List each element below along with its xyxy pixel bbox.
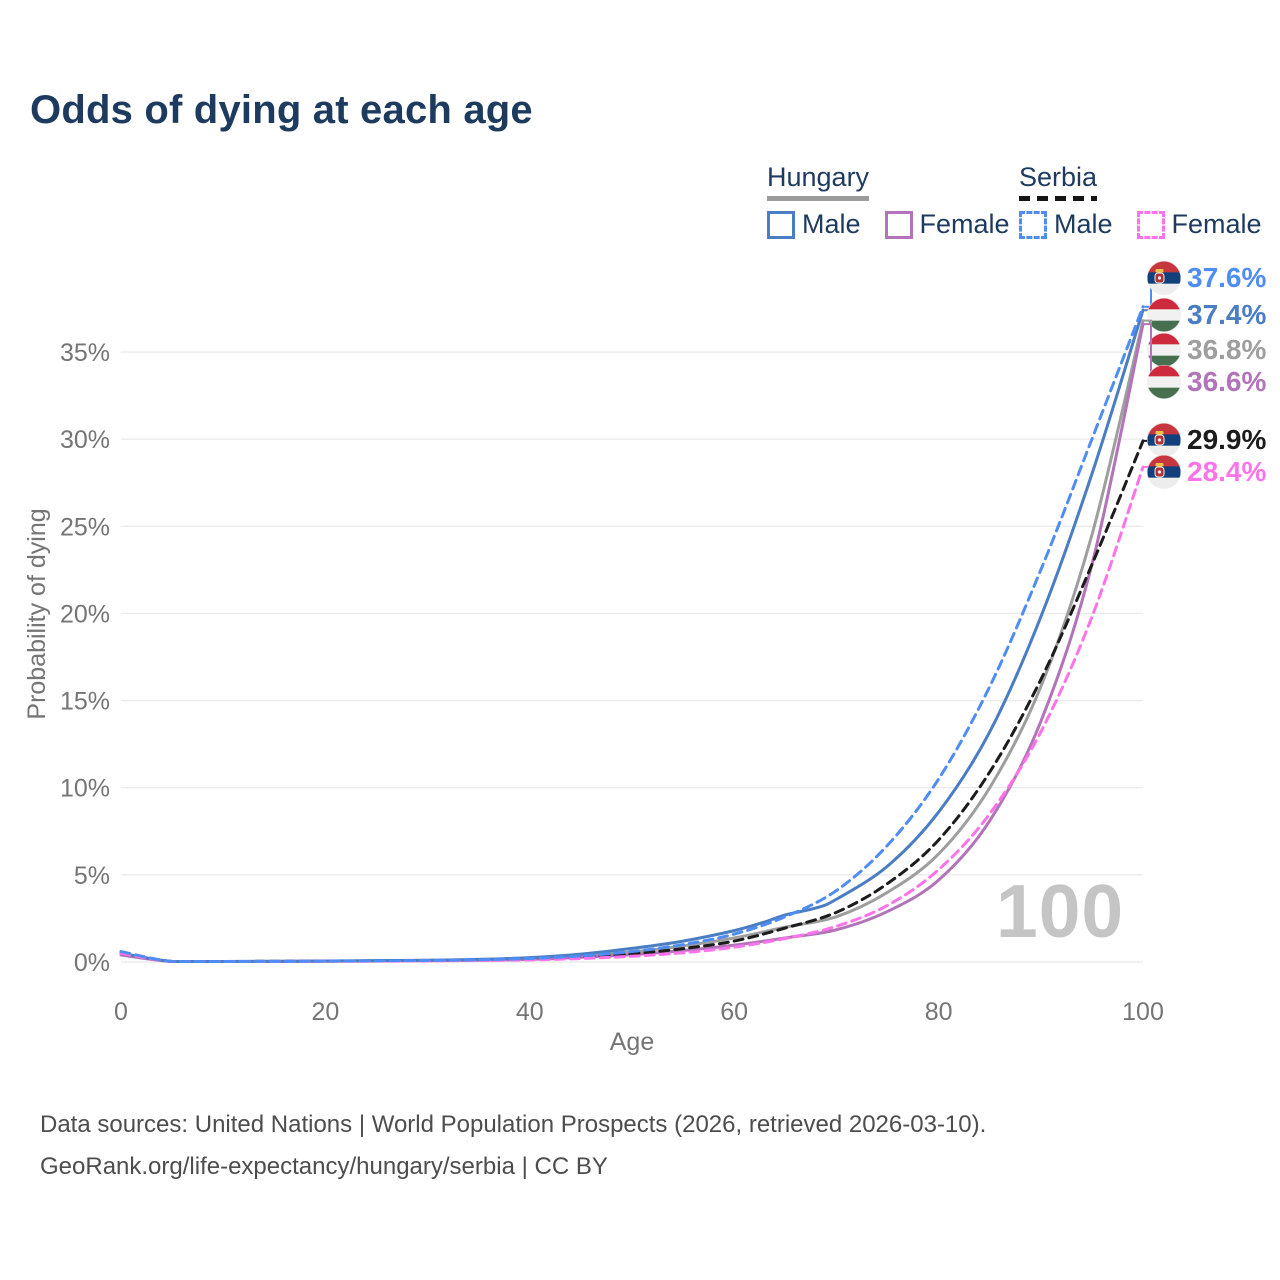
- footer: Data sources: United Nations | World Pop…: [40, 1104, 986, 1188]
- series-line-serbia-male[interactable]: [119, 305, 1145, 964]
- x-axis-title: Age: [610, 1028, 654, 1056]
- legend-item-serbia-male-label: Male: [1054, 209, 1113, 239]
- y-tick-label-5: 5%: [74, 862, 110, 890]
- legend-item-serbia-female[interactable]: Female: [1136, 209, 1262, 240]
- y-tick-label-20: 20%: [60, 600, 110, 628]
- page-title: Odds of dying at each age: [30, 88, 533, 132]
- x-tick-label-80: 80: [925, 998, 953, 1026]
- y-tick-label-30: 30%: [60, 426, 110, 454]
- series-line-hungary-female[interactable]: [119, 322, 1145, 964]
- legend-country-serbia-label: Serbia: [1019, 162, 1098, 192]
- legend-item-hungary-female-label: Female: [919, 209, 1010, 239]
- flag-icon-serbia: [1147, 261, 1181, 295]
- end-label-value-hungary-female: 36.6%: [1187, 366, 1266, 397]
- flag-icon-hungary: [1147, 298, 1181, 332]
- x-tick-label-100: 100: [1122, 998, 1164, 1026]
- legend-item-hungary-male[interactable]: Male: [767, 209, 861, 240]
- hungary-female-swatch-icon: [884, 210, 913, 239]
- series-line-serbia-female[interactable]: [119, 465, 1145, 964]
- legend-country-hungary[interactable]: Hungary: [767, 162, 870, 201]
- serbia-dashed-line-sample: [1019, 196, 1098, 201]
- end-label-value-serbia-male: 37.6%: [1187, 262, 1266, 293]
- legend-item-hungary-female[interactable]: Female: [884, 209, 1010, 240]
- series-line-hungary-male[interactable]: [119, 308, 1145, 964]
- legend-item-serbia-female-label: Female: [1171, 209, 1262, 239]
- end-label-value-hungary-total: 36.8%: [1187, 334, 1266, 365]
- hungary-male-swatch-icon: [767, 210, 795, 239]
- flag-icon-hungary: [1147, 365, 1181, 399]
- y-axis-title: Probability of dying: [23, 508, 51, 719]
- legend-country-serbia[interactable]: Serbia: [1019, 162, 1098, 201]
- end-label-value-serbia-total: 29.9%: [1187, 424, 1266, 455]
- legend-item-hungary-male-label: Male: [802, 209, 861, 239]
- hungary-solid-line-sample: [767, 196, 870, 201]
- flag-icon-serbia: [1147, 455, 1181, 489]
- legend-item-serbia-male[interactable]: Male: [1019, 209, 1113, 240]
- x-tick-label-40: 40: [516, 998, 544, 1026]
- end-label-value-hungary-male: 37.4%: [1187, 299, 1266, 330]
- y-tick-label-0: 0%: [74, 949, 110, 977]
- legend-group-serbia: Serbia Male Female: [1019, 162, 1262, 240]
- serbia-male-swatch-icon: [1019, 210, 1047, 239]
- y-tick-label-10: 10%: [60, 775, 110, 803]
- serbia-female-swatch-icon: [1136, 210, 1165, 239]
- flag-icon-serbia: [1147, 423, 1181, 457]
- x-tick-label-0: 0: [114, 998, 128, 1026]
- y-tick-label-35: 35%: [60, 339, 110, 367]
- x-tick-label-60: 60: [720, 998, 748, 1026]
- x-tick-label-20: 20: [311, 998, 339, 1026]
- legend-group-hungary: Hungary Male Female: [767, 162, 1010, 240]
- y-tick-label-15: 15%: [60, 688, 110, 716]
- hover-age-watermark: 100: [996, 869, 1125, 953]
- footer-data-sources: Data sources: United Nations | World Pop…: [40, 1111, 987, 1138]
- flag-icon-hungary: [1147, 333, 1181, 367]
- legend-country-hungary-label: Hungary: [767, 162, 870, 192]
- footer-attribution: GeoRank.org/life-expectancy/hungary/serb…: [40, 1153, 608, 1180]
- series-line-hungary-total[interactable]: [119, 319, 1145, 964]
- legend: Hungary Male Female Serbia: [0, 162, 1280, 242]
- y-tick-label-25: 25%: [60, 513, 110, 541]
- end-label-value-serbia-female: 28.4%: [1187, 456, 1266, 487]
